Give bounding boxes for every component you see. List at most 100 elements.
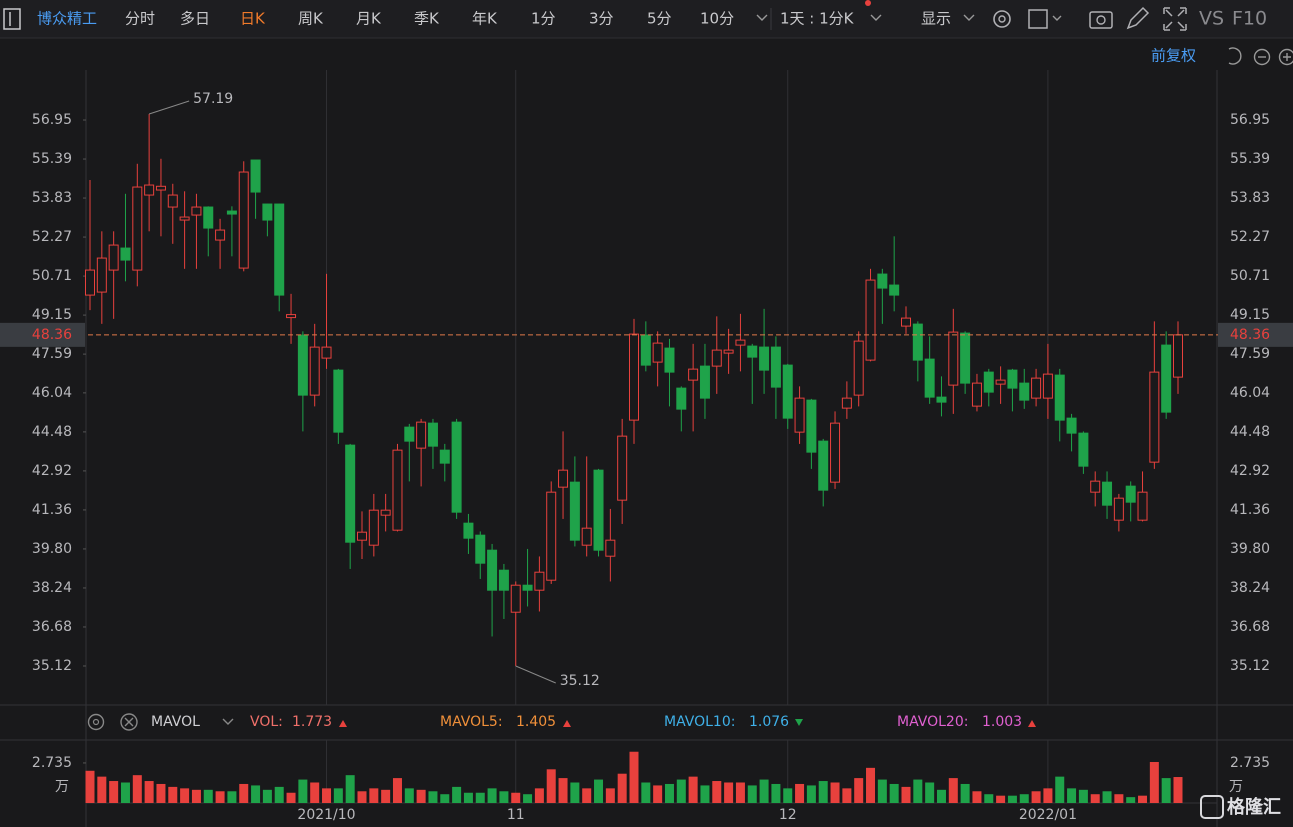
volume-bar	[984, 794, 994, 803]
volume-bar	[144, 781, 154, 803]
candle-body	[841, 397, 852, 409]
low-annotation: 35.12	[560, 673, 600, 689]
candle-body	[735, 339, 746, 346]
y-tick-label: 36.68	[32, 619, 72, 635]
y-tick-label: 36.68	[1230, 619, 1270, 635]
y-tick-label: 55.39	[32, 151, 72, 167]
reset-icon[interactable]	[1228, 47, 1242, 65]
volume-bar	[251, 785, 261, 803]
watermark-logo	[1200, 795, 1224, 819]
candle-body	[711, 349, 722, 367]
zoom-in-plus	[1283, 53, 1291, 61]
volume-bar	[345, 775, 355, 803]
candle-body	[806, 399, 817, 453]
period-tab[interactable]: 3分	[589, 10, 614, 28]
volume-tick-label: 2.735	[1230, 755, 1270, 771]
indicator-settings-icon[interactable]	[87, 713, 105, 731]
candle-body	[345, 444, 356, 543]
x-tick-label: 11	[507, 807, 525, 823]
adjust-mode[interactable]: 前复权	[1151, 47, 1196, 65]
sidebar-icon[interactable]	[3, 8, 21, 30]
candle-body	[357, 531, 367, 541]
settings-icon[interactable]	[993, 10, 1011, 28]
y-tick-label: 46.04	[1230, 385, 1270, 401]
period-tab[interactable]: 多日	[180, 10, 210, 28]
candle-body	[569, 481, 580, 541]
volume-bar	[795, 783, 805, 803]
volume-bar	[960, 783, 970, 803]
color-icon[interactable]	[1028, 9, 1048, 29]
dropdown-arrow[interactable]	[756, 14, 768, 21]
volume-bar	[830, 782, 840, 803]
volume-bar	[948, 778, 958, 803]
dropdown-arrow[interactable]	[963, 14, 975, 21]
period-tab[interactable]: 日K	[240, 10, 266, 28]
volume-bar	[783, 788, 793, 803]
zoom-in-icon[interactable]	[1278, 48, 1293, 66]
candle-body	[581, 527, 592, 546]
period-tab[interactable]: 季K	[414, 10, 440, 28]
period-tab[interactable]: 分时	[125, 10, 155, 28]
candle-body	[96, 257, 107, 293]
candle-body	[617, 435, 628, 501]
indicator-name[interactable]: MAVOL	[151, 714, 200, 730]
y-tick-label: 38.24	[1230, 580, 1270, 596]
period-tab[interactable]: 1分	[531, 10, 556, 28]
volume-bar	[582, 788, 592, 803]
period-tab[interactable]: 年K	[472, 10, 498, 28]
volume-bar	[1031, 791, 1041, 803]
volume-bar	[298, 779, 308, 803]
period-tab[interactable]: 周K	[298, 10, 324, 28]
dropdown-arrow[interactable]	[870, 14, 882, 21]
candle-body	[286, 314, 297, 319]
y-tick-label: 41.36	[1230, 502, 1270, 518]
candle-body	[132, 186, 143, 271]
draw-icon[interactable]	[1126, 6, 1150, 30]
volume-bar	[1090, 794, 1100, 803]
down-arrow	[795, 719, 803, 726]
volume-bar	[570, 782, 580, 803]
last-price-label: 48.36	[1230, 327, 1270, 343]
candle-body	[948, 331, 959, 386]
candle-body	[865, 279, 876, 361]
period-tab[interactable]: 5分	[647, 10, 672, 28]
volume-bar	[463, 792, 473, 803]
dropdown-arrow[interactable]	[222, 718, 234, 725]
candle-body	[818, 440, 829, 491]
camera-icon[interactable]	[1089, 11, 1113, 29]
dropdown-arrow[interactable]	[1052, 15, 1062, 21]
volume-bar	[452, 786, 462, 803]
volume-bar	[1102, 791, 1112, 803]
volume-bar	[487, 788, 497, 803]
up-arrow	[563, 720, 571, 727]
candle-body	[676, 387, 687, 410]
candle-body	[546, 491, 557, 581]
volume-bar	[310, 782, 320, 803]
stock-name[interactable]: 博众精工	[37, 10, 97, 28]
period-select[interactable]: 1天 : 1分K	[780, 10, 855, 28]
indicator-close-icon[interactable]	[120, 713, 138, 731]
volume-bar	[357, 791, 367, 803]
f10-button[interactable]: F10	[1232, 8, 1267, 30]
volume-bar	[1043, 788, 1053, 803]
volume-bar	[925, 782, 935, 803]
candle-body	[1066, 417, 1077, 434]
volume-bar	[546, 769, 556, 803]
display-menu[interactable]: 显示	[921, 10, 951, 28]
candle-body	[380, 509, 391, 516]
period-tab[interactable]: 月K	[356, 10, 382, 28]
candle-body	[924, 358, 935, 398]
zoom-out-icon[interactable]	[1253, 48, 1271, 66]
volume-bar	[392, 778, 402, 803]
period-tab[interactable]: 10分	[700, 10, 734, 28]
volume-bar	[771, 783, 781, 803]
fullscreen-icon[interactable]	[1163, 7, 1187, 31]
volume-bar	[404, 788, 414, 803]
volume-bar	[416, 789, 426, 803]
y-tick-label: 35.12	[32, 658, 72, 674]
candle-body	[203, 206, 214, 229]
volume-bar	[877, 779, 887, 803]
candle-body	[912, 323, 923, 361]
candle-body	[723, 349, 734, 354]
vs-button[interactable]: VS	[1199, 8, 1224, 30]
